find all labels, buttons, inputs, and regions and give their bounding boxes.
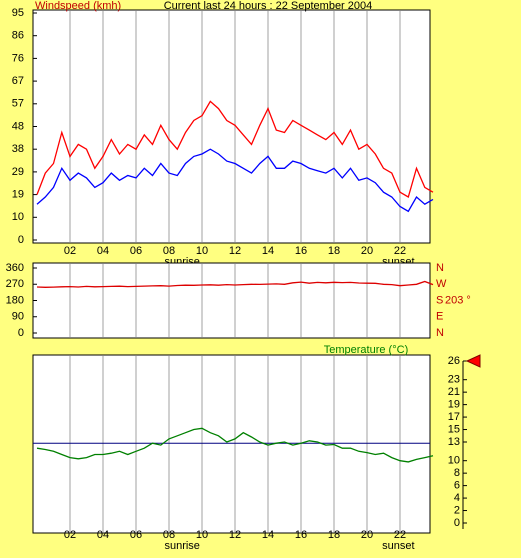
y-tick-label: 67 — [12, 75, 24, 87]
x-tick-label: 16 — [295, 529, 307, 541]
y-tick-label: 10 — [448, 455, 460, 467]
y-tick-label: 57 — [12, 98, 24, 110]
y-label: Windspeed (kmh) — [35, 0, 121, 12]
annotation: sunset — [382, 540, 414, 552]
y-tick-label: 15 — [448, 423, 460, 435]
marker — [465, 354, 481, 368]
x-tick-label: 02 — [64, 529, 76, 541]
y-tick-label: 0 — [18, 327, 24, 339]
plot-area — [32, 9, 431, 244]
data-line — [36, 280, 434, 288]
data-line — [36, 148, 434, 213]
y-tick-label: 29 — [12, 166, 24, 178]
x-tick-label: 20 — [361, 245, 373, 257]
y-tick-label: 17 — [448, 411, 460, 423]
y-tick-label: 270 — [6, 278, 24, 290]
y2-tick-label: N — [436, 327, 444, 339]
data-line — [36, 100, 434, 198]
chart-title: Current last 24 hours : 22 September 200… — [164, 0, 373, 12]
y-tick-label: 0 — [18, 234, 24, 246]
y-tick-label: 10 — [12, 211, 24, 223]
y-tick-label: 95 — [12, 7, 24, 19]
y-tick-label: 2 — [454, 504, 460, 516]
y-tick-label: 180 — [6, 294, 24, 306]
x-tick-label: 12 — [229, 245, 241, 257]
x-tick-label: 18 — [328, 529, 340, 541]
y2-tick-label: W — [436, 278, 447, 290]
y-tick-label: 6 — [454, 480, 460, 492]
x-tick-label: 18 — [328, 245, 340, 257]
annotation: sunrise — [164, 540, 199, 552]
plot-area — [32, 354, 431, 534]
current-direction: 203 ° — [445, 294, 471, 306]
y2-tick-label: E — [436, 311, 443, 323]
y-tick-label: 90 — [12, 311, 24, 323]
x-tick-label: 04 — [97, 245, 109, 257]
x-tick-label: 06 — [130, 529, 142, 541]
y-tick-label: 86 — [12, 30, 24, 42]
y-tick-label: 48 — [12, 120, 24, 132]
x-tick-label: 22 — [394, 245, 406, 257]
x-tick-label: 16 — [295, 245, 307, 257]
chart-title: Temperature (°C) — [324, 344, 408, 356]
x-tick-label: 02 — [64, 245, 76, 257]
y-tick-label: 76 — [12, 52, 24, 64]
x-tick-label: 12 — [229, 529, 241, 541]
data-line — [36, 427, 434, 463]
y-tick-label: 38 — [12, 143, 24, 155]
x-tick-label: 20 — [361, 529, 373, 541]
y-tick-label: 4 — [454, 492, 460, 504]
x-tick-label: 08 — [163, 245, 175, 257]
x-tick-label: 14 — [262, 529, 274, 541]
plot-area — [32, 262, 431, 339]
x-tick-label: 08 — [163, 529, 175, 541]
x-tick-label: 04 — [97, 529, 109, 541]
x-tick-label: 10 — [196, 529, 208, 541]
y-tick-label: 8 — [454, 467, 460, 479]
y-tick-label: 13 — [448, 436, 460, 448]
y2-tick-label: S — [436, 294, 443, 306]
y-tick-label: 21 — [448, 386, 460, 398]
y-tick-label: 19 — [448, 399, 460, 411]
x-tick-label: 14 — [262, 245, 274, 257]
y2-tick-label: N — [436, 262, 444, 274]
x-tick-label: 22 — [394, 529, 406, 541]
y-tick-label: 19 — [12, 189, 24, 201]
y-tick-label: 26 — [448, 355, 460, 367]
y-tick-label: 23 — [448, 374, 460, 386]
x-tick-label: 06 — [130, 245, 142, 257]
y-tick-label: 0 — [454, 517, 460, 529]
y-tick-label: 360 — [6, 262, 24, 274]
x-tick-label: 10 — [196, 245, 208, 257]
